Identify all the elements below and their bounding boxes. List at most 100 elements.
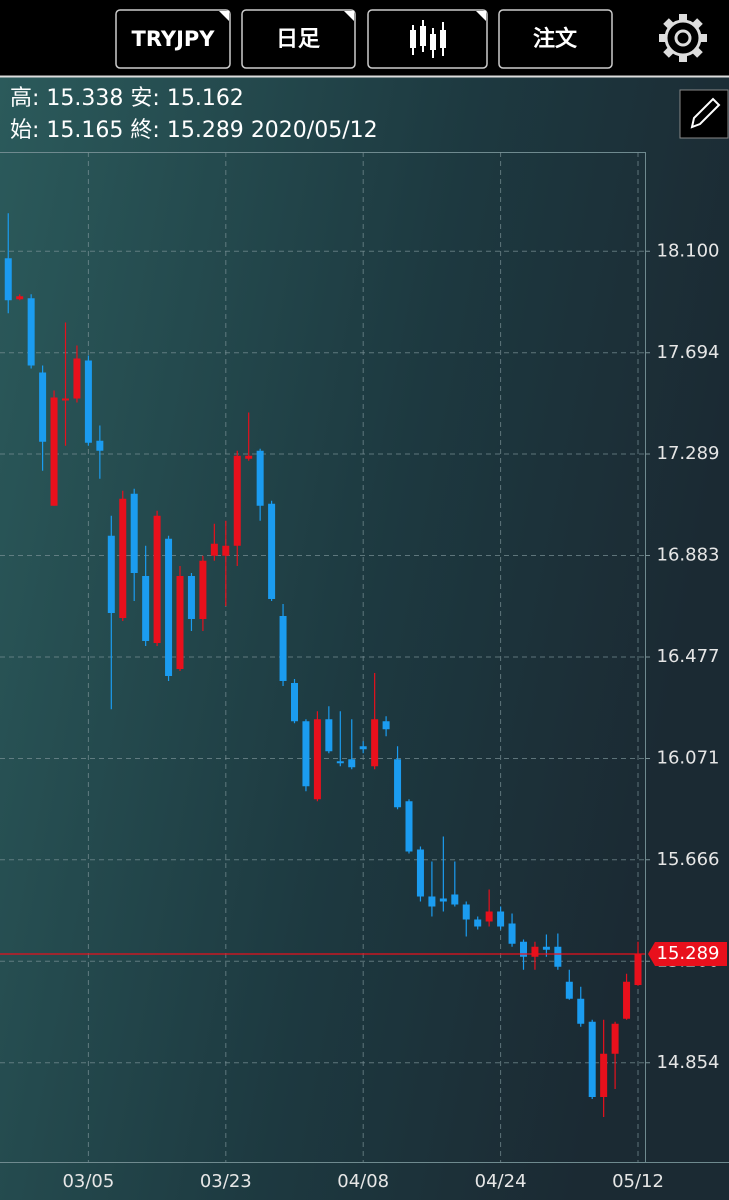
button-frame <box>367 9 488 69</box>
open-label: 始: <box>10 118 39 143</box>
open-value: 15.165 <box>46 118 123 143</box>
gear-hole <box>674 29 692 47</box>
info-line: 高: 15.338 安: 15.162 <box>10 86 244 111</box>
menu-corner <box>344 11 354 21</box>
gear-ring <box>664 19 702 57</box>
candle-body <box>577 998 585 1024</box>
candles <box>4 213 642 1117</box>
button-frame <box>498 9 613 69</box>
low-value: 15.162 <box>167 86 244 111</box>
settings-button[interactable] <box>659 14 707 62</box>
button-frame <box>115 9 231 69</box>
candle-body <box>474 919 482 927</box>
candle-body <box>130 493 138 573</box>
candle-body <box>542 946 550 950</box>
candle-body <box>50 397 58 506</box>
candle-body <box>382 721 390 730</box>
candle-body <box>268 503 276 599</box>
candle-body <box>371 719 379 767</box>
candle-body <box>394 759 402 808</box>
candle-body <box>256 450 264 506</box>
x-tick-label: 05/12 <box>612 1171 664 1192</box>
candle-body <box>199 560 207 619</box>
high-label: 高: <box>10 86 39 111</box>
candle-body <box>96 440 104 451</box>
last-price-tag <box>648 942 727 966</box>
menu-corner <box>219 11 229 21</box>
x-tick-label: 04/08 <box>337 1171 389 1192</box>
candle-body <box>485 911 493 922</box>
candle-body <box>588 1021 596 1097</box>
candle-body <box>348 759 356 768</box>
candle-body <box>176 576 184 669</box>
candle-body <box>302 721 310 787</box>
candle-body <box>405 801 413 852</box>
candle-body <box>39 372 47 442</box>
candle-body <box>142 576 150 641</box>
candle-body <box>187 576 195 619</box>
candle-body <box>245 455 253 459</box>
draw-button[interactable] <box>679 89 729 139</box>
pencil-icon <box>690 97 721 129</box>
candle-body <box>233 455 241 546</box>
close-label: 終: <box>130 118 159 143</box>
order-label: 注文 <box>533 26 578 52</box>
date: 2020/05/12 <box>251 118 378 143</box>
candle-body <box>634 954 642 985</box>
candle-body <box>554 946 562 967</box>
candle-body <box>291 683 298 722</box>
timeframe-button[interactable]: 日足 <box>241 9 356 69</box>
y-tick-label: 16.477 <box>657 646 720 667</box>
candle-body <box>4 258 12 301</box>
candle-body <box>313 719 321 800</box>
candle-body <box>359 746 367 750</box>
candle-body <box>531 946 539 957</box>
candle-body <box>439 898 447 902</box>
candle-body <box>279 616 287 681</box>
candle-body <box>16 296 24 300</box>
candle-body <box>520 941 527 957</box>
y-tick-label: 14.854 <box>657 1052 720 1073</box>
y-tick-label: 16.071 <box>657 748 720 769</box>
chart-type-button[interactable] <box>367 9 488 69</box>
candle-body <box>73 358 81 399</box>
y-tick-label: 16.883 <box>657 545 720 566</box>
candle-body <box>165 538 173 676</box>
ohlc-info: 高: 15.338 安: 15.162 始: 15.165 終: 15.289 … <box>10 86 378 143</box>
candle-body <box>210 543 218 556</box>
order-button[interactable]: 注文 <box>498 9 613 69</box>
candle-icon <box>410 20 446 58</box>
candle-body <box>462 904 470 920</box>
info-line: 始: 15.165 終: 15.289 2020/05/12 <box>10 118 378 143</box>
y-tick-label: 17.694 <box>657 342 720 363</box>
button-frame <box>679 89 729 139</box>
candle-body <box>107 535 115 613</box>
candle-body <box>416 849 424 897</box>
y-tick-label: 15.666 <box>657 849 720 870</box>
y-tick-label: 17.289 <box>657 443 720 464</box>
menu-corner <box>476 11 486 21</box>
low-label: 安: <box>130 86 159 111</box>
candle-body <box>497 911 505 927</box>
candle-body <box>508 923 516 944</box>
candle-body <box>27 298 35 366</box>
timeframe-label: 日足 <box>276 27 320 52</box>
close-value: 15.289 <box>167 118 244 143</box>
candle-body <box>428 896 436 907</box>
candle-body <box>565 981 573 999</box>
candle-body <box>62 398 69 401</box>
symbol-button[interactable]: TRYJPY <box>115 9 231 69</box>
candle-body <box>623 981 631 1019</box>
candle-body <box>451 894 459 905</box>
candle-body <box>222 545 230 556</box>
candle-body <box>153 515 161 643</box>
x-tick-label: 04/24 <box>475 1171 527 1192</box>
high-value: 15.338 <box>46 86 123 111</box>
symbol-label: TRYJPY <box>132 27 216 51</box>
candle-body <box>611 1023 619 1054</box>
chart-background <box>0 77 729 1200</box>
x-tick-label: 03/23 <box>200 1171 252 1192</box>
button-frame <box>241 9 356 69</box>
